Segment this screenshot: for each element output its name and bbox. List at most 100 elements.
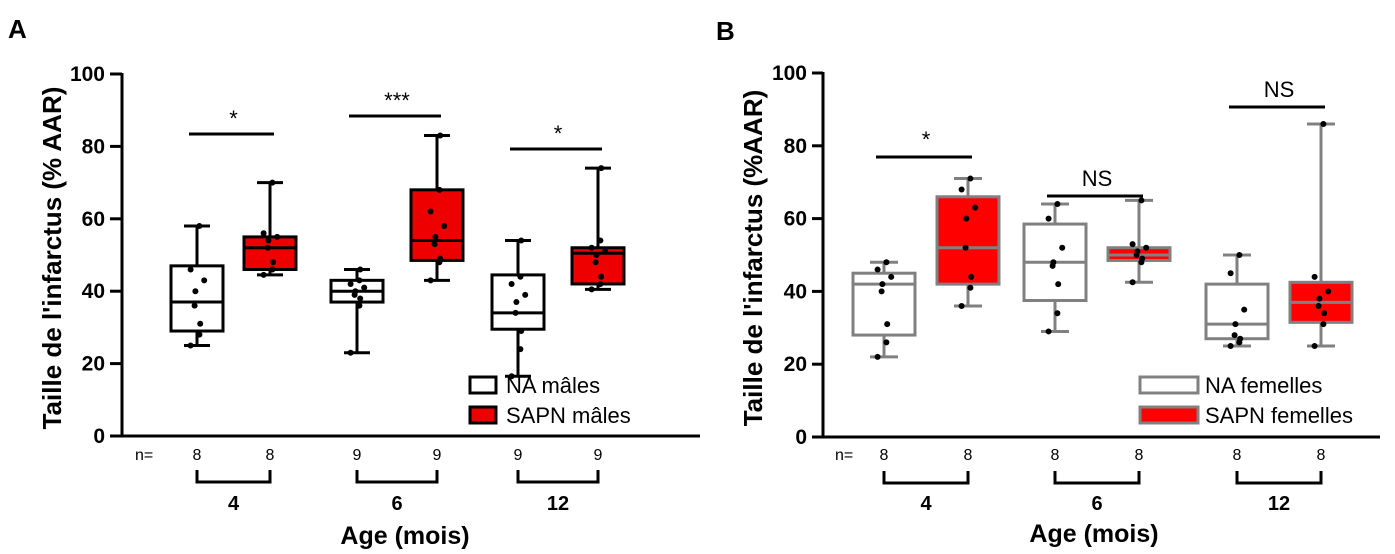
data-point [357,266,364,273]
data-point [588,244,595,251]
y-tick-label: 80 [784,135,807,158]
legend-label: SAPN mâles [506,403,631,428]
legend-swatch [1138,405,1200,425]
data-point [1138,197,1145,204]
data-point [196,223,203,230]
data-point [968,273,975,280]
data-point [431,241,438,248]
group-bracket [195,470,272,484]
data-point [356,302,363,309]
data-point [1134,248,1141,255]
data-point [958,302,965,309]
significance-label: * [229,106,238,131]
data-point [1241,306,1248,313]
age-group-label: 12 [547,493,569,515]
data-point [260,271,267,278]
n-count-label: 8 [1051,447,1060,464]
significance-label: *** [384,88,410,113]
n-count-label: 9 [353,447,362,464]
legend-swatch [468,405,498,425]
box-iqr [1204,282,1270,341]
data-point [1311,343,1318,349]
y-tick-label: 80 [82,135,105,158]
data-point [197,320,204,327]
data-point [192,288,199,295]
data-point [1227,270,1234,277]
data-point [598,165,605,172]
significance-label: NS [1264,77,1295,102]
n-count-label: 9 [433,447,442,464]
data-point [878,288,885,295]
data-point [1232,321,1239,328]
data-point [874,266,881,273]
group-bracket [1235,471,1323,485]
age-group-label: 4 [920,493,932,515]
n-count-label: 8 [1317,447,1326,464]
legend-swatch [468,375,498,395]
x-axis-label: Age (mois) [1029,520,1158,548]
group-bracket [516,470,600,484]
data-point [201,277,208,284]
age-group-label: 4 [228,493,240,515]
data-point [1129,241,1136,248]
data-point [432,233,439,240]
data-point [260,230,267,237]
data-point [508,373,515,380]
y-tick-label: 40 [784,280,807,303]
data-point [508,280,515,287]
data-point [884,321,891,328]
data-point [1139,255,1146,262]
data-point [1045,328,1052,335]
data-point [1236,252,1243,258]
data-point [1055,281,1062,288]
data-point [436,186,443,193]
data-point [598,273,605,280]
data-point [967,284,974,291]
n-count-label: 8 [266,447,275,464]
data-point [347,349,354,356]
significance-label: * [554,121,563,146]
data-point [265,237,272,244]
data-point [437,132,444,139]
data-point [1054,310,1061,317]
data-point [427,208,434,215]
data-point [888,273,895,280]
panel-letter-a: A [8,14,27,44]
data-point [517,346,524,353]
y-tick-label: 40 [82,280,105,303]
data-point [437,255,444,262]
data-point [347,280,354,287]
data-point [1325,288,1332,295]
panel-letter-b: B [716,16,735,46]
significance-label: NS [1082,166,1113,191]
data-point [191,302,198,309]
y-tick-label: 60 [82,208,105,231]
data-point [1045,215,1052,222]
data-point [270,259,277,266]
data-point [269,266,276,273]
data-point [264,244,271,251]
n-count-label: 8 [880,447,889,464]
y-axis-label: Taille de l'infarctus (%AAR) [738,90,768,427]
data-point [972,204,979,211]
n-count-label: 9 [594,447,603,464]
data-point [1320,321,1327,328]
n-prefix-label: n= [135,447,153,464]
box-iqr [935,195,1001,286]
y-axis-label: Taille de l'infarctus (% AAR) [37,87,67,430]
group-bracket [882,471,970,485]
box-iqr [409,188,465,262]
y-tick-label: 100 [70,63,105,86]
y-tick-label: 60 [784,208,807,231]
data-point [274,233,281,240]
age-group-label: 6 [1091,493,1102,515]
data-point [588,286,595,293]
data-point [1059,244,1066,251]
data-point [1316,295,1323,302]
data-point [517,273,524,280]
data-point [1050,259,1057,266]
data-point [441,223,448,230]
